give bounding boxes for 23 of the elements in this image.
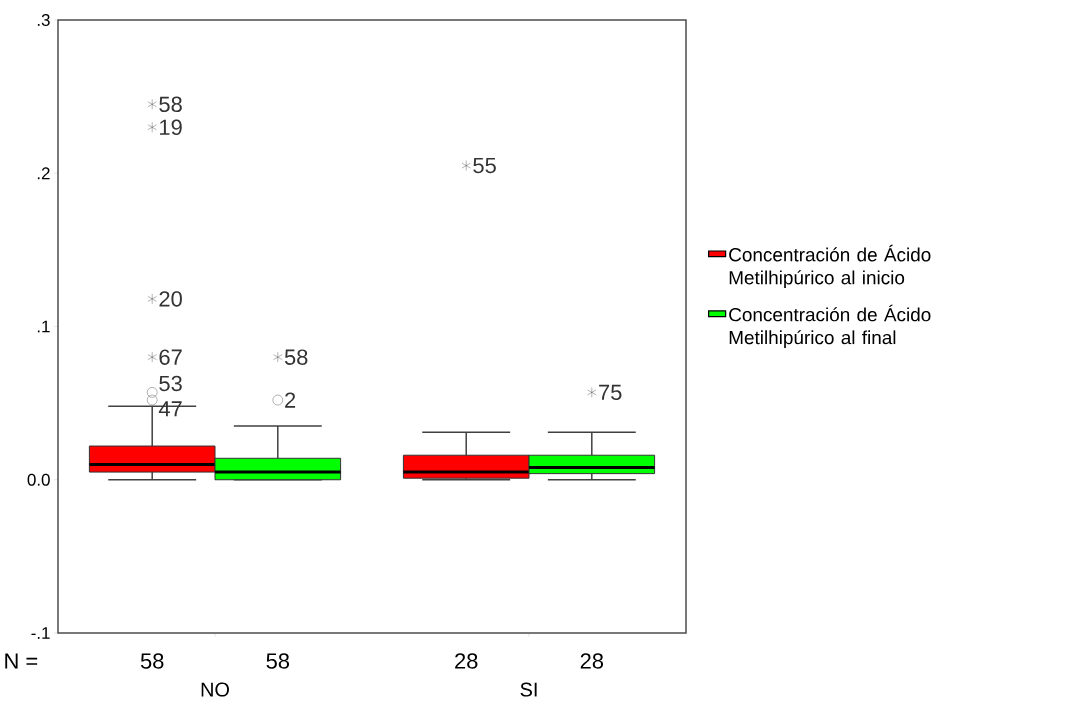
legend-label: Concentración de Ácido Metilhipúrico al final	[729, 304, 931, 349]
text: 28	[455, 653, 478, 669]
y-tick-label: -.1	[31, 627, 50, 639]
annotation: 19	[160, 119, 182, 136]
x-tick-label: NO	[201, 682, 229, 697]
annotation: 58	[284, 349, 308, 365]
x-tick-label: SI	[520, 682, 537, 697]
annotation: 75	[599, 384, 622, 401]
text: N =	[5, 653, 38, 669]
text: 28	[580, 653, 604, 669]
annotation: 67	[159, 349, 182, 365]
y-tick-label: .1	[37, 320, 50, 333]
legend-label: Concentración de Ácido Metilhipúrico al inicio	[729, 244, 931, 289]
annotation: 20	[159, 291, 182, 307]
annotation: 55	[473, 157, 496, 174]
annotation: 53	[159, 375, 182, 392]
annotation: 58	[159, 96, 182, 113]
text: 58	[266, 653, 290, 669]
text: 58	[140, 653, 164, 669]
annotation: 2	[285, 392, 296, 408]
y-tick-label: .3	[37, 14, 50, 26]
y-tick-label: 0.0	[27, 473, 50, 486]
y-tick-label: .2	[37, 167, 50, 180]
